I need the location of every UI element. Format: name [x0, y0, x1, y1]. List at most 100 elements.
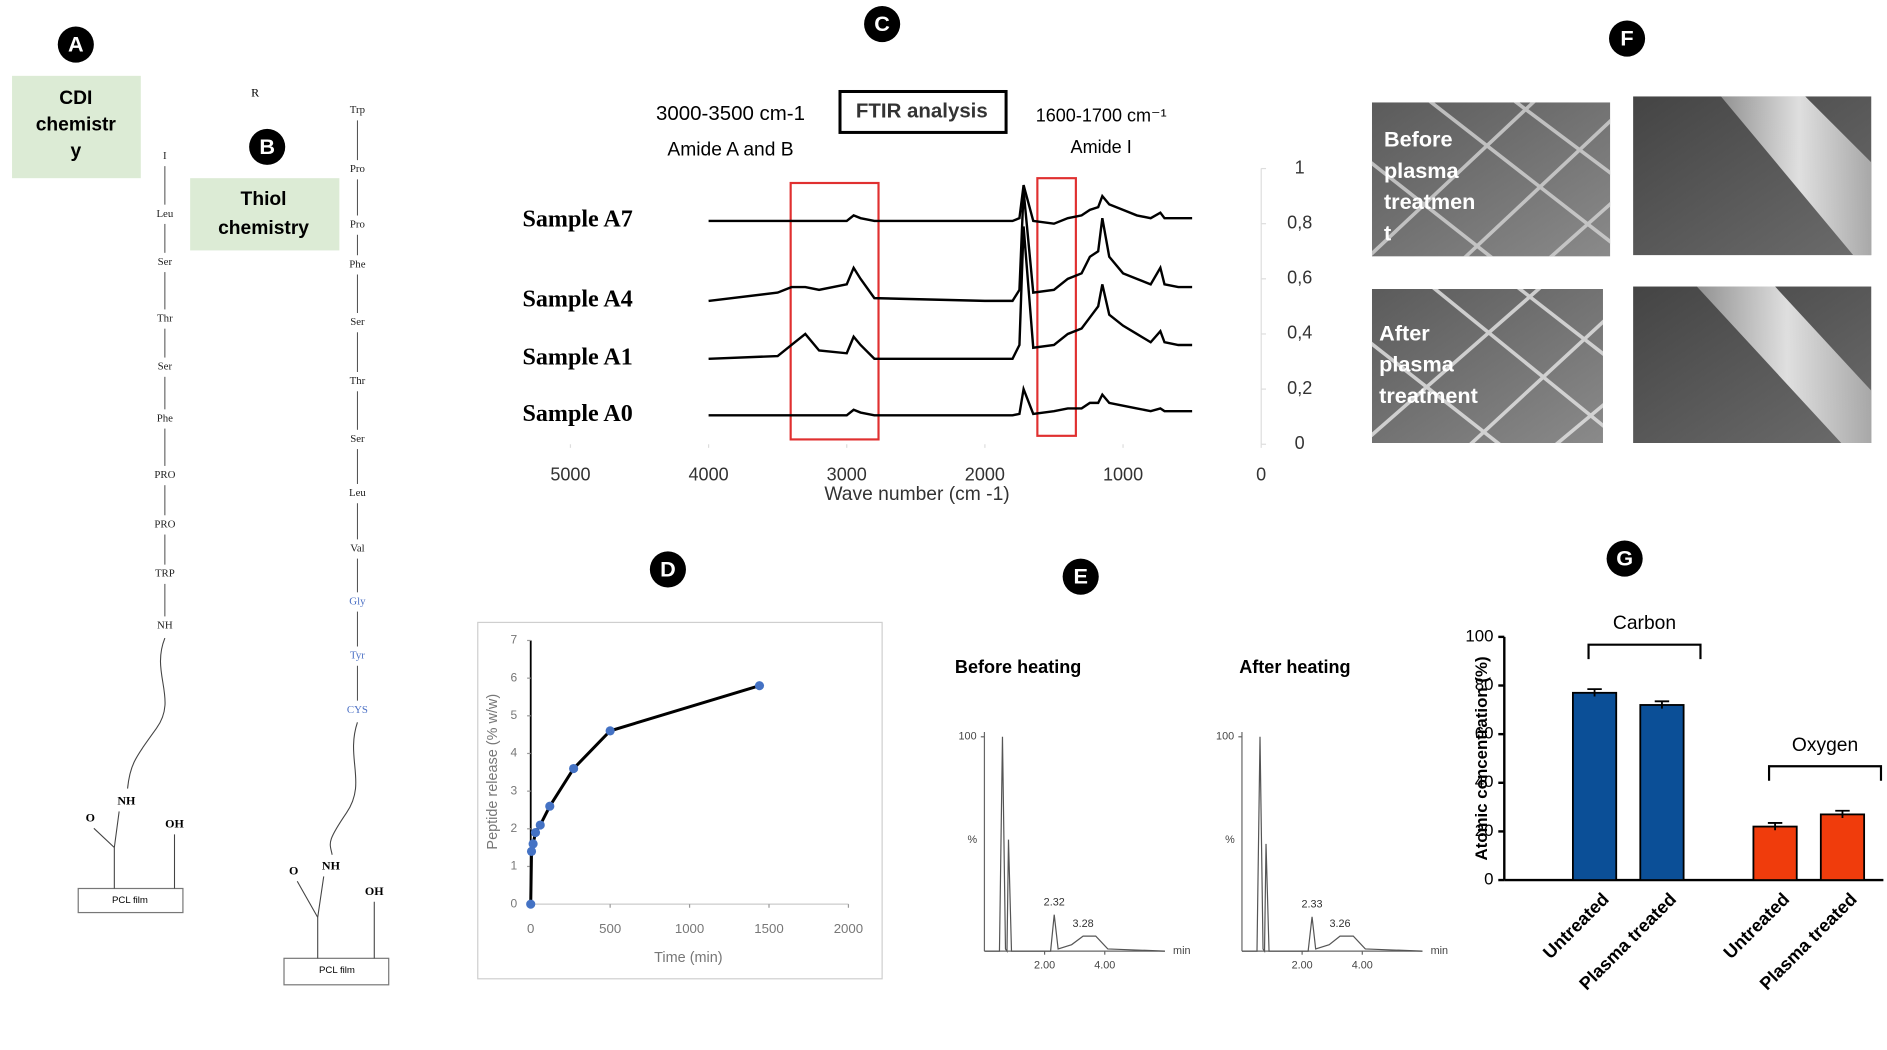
residue: Ser	[350, 316, 365, 328]
residue: Val	[350, 542, 364, 554]
residue: Ser	[158, 256, 173, 268]
y-tick-label: 2	[511, 821, 518, 835]
residue: PRO	[154, 518, 175, 530]
thiol-film	[283, 957, 390, 986]
panel-badge	[1606, 540, 1643, 577]
residue: Phe	[349, 258, 365, 270]
oh: OH	[365, 884, 384, 898]
x-tick-label: 3000	[827, 464, 867, 484]
panel-label: B	[259, 134, 275, 159]
release-point	[526, 846, 537, 856]
release-point	[545, 801, 555, 811]
cdi-film	[77, 887, 184, 914]
y-axis-label: Peptide release (% w/w)	[485, 694, 501, 850]
x-tick-label: 5000	[550, 464, 590, 484]
bar	[1571, 691, 1618, 881]
release-point	[605, 726, 615, 736]
sem-caption: plasma	[1384, 158, 1460, 183]
residue: Gly	[349, 595, 366, 607]
release-point	[569, 763, 579, 774]
bar	[1639, 704, 1685, 881]
y-tick-label: 0	[1295, 433, 1305, 453]
panel-label: C	[874, 11, 890, 36]
x-axis-label: min	[1173, 945, 1190, 957]
residue: TRP	[155, 568, 175, 580]
residue: Phe	[157, 412, 173, 424]
y-tick-label: 0	[1484, 870, 1493, 889]
residue: Pro	[350, 163, 365, 175]
group-label: Oxygen	[1792, 735, 1858, 756]
chem-title: y	[70, 141, 81, 162]
y-tick-label: 20	[1475, 821, 1494, 840]
y-tick-label: 6	[511, 670, 518, 684]
peak-label: 2.33	[1302, 899, 1323, 911]
annotation: 1600-1700 cm⁻¹	[1036, 106, 1167, 126]
panel-badge	[1609, 20, 1646, 57]
y-axis-label: %	[1225, 834, 1235, 846]
sem-after-high	[1633, 286, 1872, 444]
x-tick-label: 4.00	[1352, 959, 1373, 971]
x-tick-label: 1500	[754, 921, 783, 936]
panel-badge	[57, 26, 94, 63]
y-tick-label: 1	[511, 859, 518, 873]
y-tick-label: 0,4	[1287, 323, 1312, 343]
x-tick-label: 2.00	[1034, 959, 1055, 971]
annotation: Amide I	[1071, 137, 1132, 157]
residue: Ser	[158, 361, 173, 373]
release-point	[535, 820, 545, 830]
chart-title: After heating	[1239, 657, 1350, 677]
oh: OH	[165, 816, 184, 830]
release-point	[754, 681, 765, 691]
linker-chain	[329, 722, 358, 855]
ftir-title-box	[838, 89, 1008, 134]
cdi-box	[12, 75, 141, 179]
highlight-amide-ab	[789, 181, 880, 441]
y-tick-label: 4	[511, 746, 518, 760]
annotation: 3000-3500 cm-1	[656, 102, 805, 125]
x-axis-label: Wave number (cm -1)	[824, 484, 1009, 505]
group-label: Carbon	[1613, 613, 1676, 634]
panel-label: E	[1073, 564, 1087, 589]
series-label: Sample A1	[523, 344, 633, 370]
chem-r: R	[251, 86, 259, 100]
carbonyl	[296, 876, 375, 959]
y-tick-label: 60	[1475, 724, 1494, 743]
sem-caption: plasma	[1379, 352, 1455, 377]
chem-title: CDI	[59, 88, 92, 109]
x-tick-label: 4.00	[1094, 959, 1115, 971]
panel-label: A	[68, 31, 84, 56]
carbonyl	[93, 811, 176, 889]
y-tick-label: 100	[959, 731, 977, 743]
series-label: Sample A4	[523, 286, 633, 312]
y-tick-label: 5	[511, 708, 518, 722]
y-tick-label: 0,8	[1287, 212, 1312, 232]
spectrum	[708, 226, 1193, 360]
x-tick-label: 2000	[834, 921, 863, 936]
x-axis-label: Time (min)	[654, 950, 722, 966]
x-tick-label: 0	[1256, 464, 1266, 484]
chem-title: chemistry	[218, 218, 309, 239]
film-label: PCL film	[112, 895, 148, 906]
residue: Thr	[350, 375, 366, 387]
nh: NH	[117, 794, 136, 808]
spectrum	[708, 384, 1193, 417]
y-axis-label: %	[968, 834, 978, 846]
residue: Ser	[350, 433, 365, 445]
panel-badge	[864, 6, 901, 43]
residue: NH	[157, 620, 173, 632]
bar	[1752, 825, 1798, 881]
peak-label: 3.28	[1073, 918, 1094, 930]
o: O	[86, 810, 95, 824]
y-tick-label: 0	[511, 896, 518, 910]
residue: Leu	[349, 487, 366, 499]
spectrum	[708, 190, 1193, 303]
group-bracket	[1767, 765, 1883, 781]
nh: NH	[322, 859, 341, 873]
peak-label: 3.26	[1329, 918, 1350, 930]
y-tick-label: 0,2	[1287, 378, 1312, 398]
film-label: PCL film	[319, 965, 355, 976]
highlight-amide-i	[1036, 177, 1077, 437]
release-point	[528, 839, 538, 849]
x-tick-label: 500	[599, 921, 621, 936]
y-tick-label: 80	[1475, 675, 1494, 694]
